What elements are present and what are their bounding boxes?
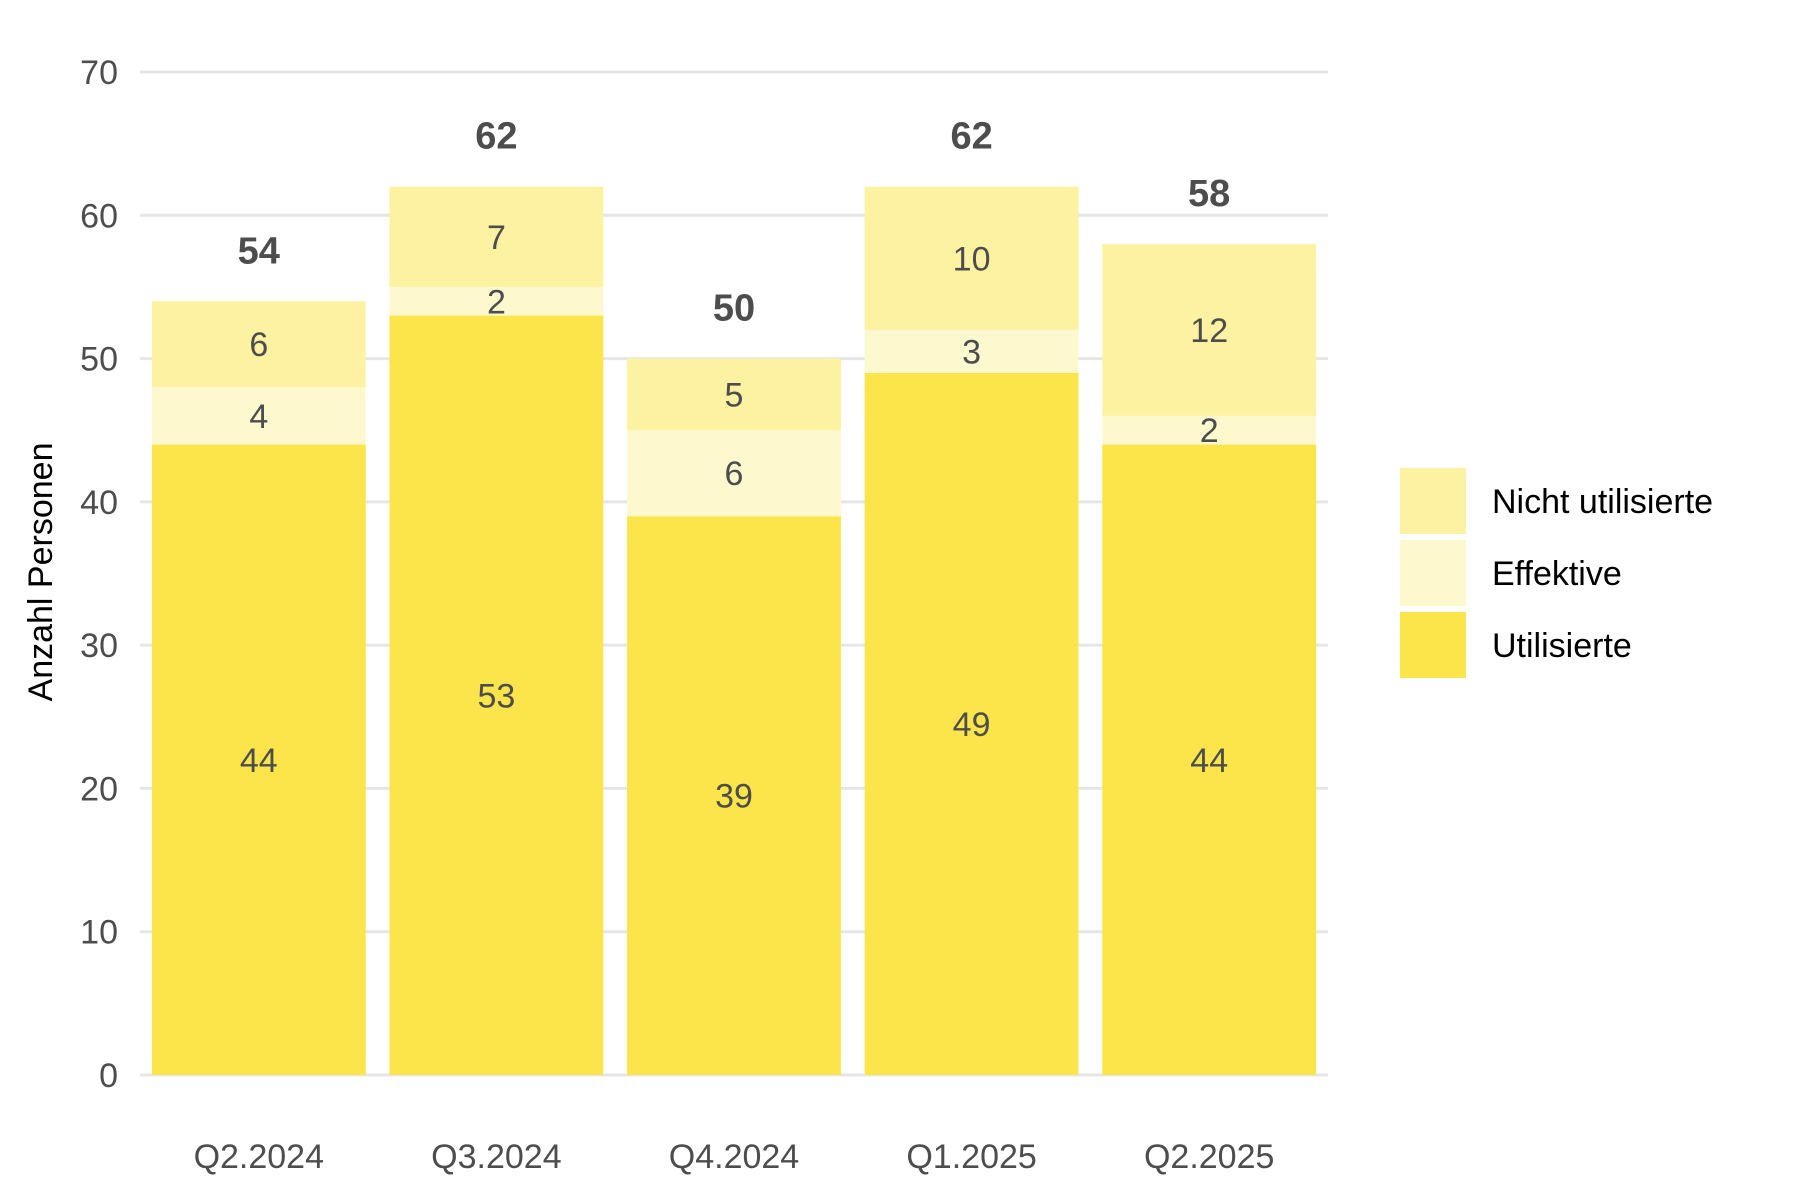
bar-segment-utilisierte bbox=[389, 315, 604, 1076]
bar-segment-nicht-utilisierte bbox=[389, 186, 604, 287]
bar-segment-effektive bbox=[627, 430, 841, 517]
y-axis-title: Anzahl Personen bbox=[22, 443, 60, 702]
y-tick-label: 50 bbox=[80, 341, 118, 379]
x-tick-label: Q1.2025 bbox=[906, 1138, 1036, 1176]
x-tick-label: Q4.2024 bbox=[669, 1138, 799, 1176]
x-tick-label: Q2.2024 bbox=[194, 1138, 324, 1176]
segment-value-label: 6 bbox=[725, 455, 744, 493]
y-tick-label: 60 bbox=[80, 197, 118, 235]
segment-value-label: 39 bbox=[715, 778, 753, 816]
bar-segment-nicht-utilisierte bbox=[1102, 243, 1317, 416]
bar-segment-nicht-utilisierte bbox=[864, 186, 1079, 330]
segment-value-label: 2 bbox=[1200, 412, 1219, 450]
segment-value-label: 44 bbox=[1190, 742, 1228, 780]
bar-segment-utilisierte bbox=[1102, 444, 1317, 1075]
bar-total-label: 62 bbox=[950, 116, 992, 158]
x-tick-label: Q2.2025 bbox=[1144, 1138, 1274, 1176]
segment-value-label: 2 bbox=[487, 283, 506, 321]
segment-value-label: 3 bbox=[962, 333, 981, 371]
bar-segment-utilisierte bbox=[151, 444, 366, 1075]
legend-label: Utilisierte bbox=[1492, 627, 1632, 665]
legend-swatch bbox=[1400, 540, 1466, 606]
legend-swatch bbox=[1400, 612, 1466, 678]
bar-segment-nicht-utilisierte bbox=[627, 358, 841, 431]
bar-segment-utilisierte bbox=[864, 372, 1079, 1075]
bar-segment-effektive bbox=[864, 329, 1079, 373]
y-tick-label: 10 bbox=[80, 914, 118, 952]
legend-label: Effektive bbox=[1492, 555, 1622, 593]
bar-total-label: 50 bbox=[713, 288, 755, 330]
segment-value-label: 12 bbox=[1190, 312, 1228, 350]
segment-value-label: 7 bbox=[487, 219, 506, 257]
bar-total-label: 58 bbox=[1188, 173, 1230, 215]
bar-total-label: 54 bbox=[238, 230, 280, 272]
legend-label: Nicht utilisierte bbox=[1492, 483, 1713, 521]
y-axis-ticks: 0 10 20 30 40 50 60 70 bbox=[80, 54, 118, 1095]
segment-value-label: 5 bbox=[725, 376, 744, 414]
y-tick-label: 0 bbox=[99, 1057, 118, 1095]
segment-value-label: 10 bbox=[953, 240, 991, 278]
bar-segment-effektive bbox=[1102, 415, 1317, 445]
bar-segment-effektive bbox=[151, 387, 366, 445]
segment-value-label: 53 bbox=[477, 677, 515, 715]
segment-value-label: 44 bbox=[240, 742, 278, 780]
x-axis-ticks: Q2.2024 Q3.2024 Q4.2024 Q1.2025 Q2.2025 bbox=[194, 1138, 1275, 1176]
y-tick-label: 40 bbox=[80, 484, 118, 522]
segment-value-label: 49 bbox=[953, 706, 991, 744]
legend-swatch bbox=[1400, 468, 1466, 534]
bars bbox=[151, 186, 1317, 1076]
legend: Nicht utilisierte Effektive Utilisierte bbox=[1400, 468, 1713, 678]
bar-segment-utilisierte bbox=[627, 516, 841, 1075]
x-tick-label: Q3.2024 bbox=[431, 1138, 561, 1176]
bar-total-label: 62 bbox=[475, 116, 517, 158]
segment-value-label: 4 bbox=[249, 398, 268, 436]
y-tick-label: 20 bbox=[80, 770, 118, 808]
bar-segment-effektive bbox=[389, 286, 604, 316]
bar-segment-nicht-utilisierte bbox=[151, 301, 366, 388]
y-tick-label: 70 bbox=[80, 54, 118, 92]
segment-value-label: 6 bbox=[249, 326, 268, 364]
y-tick-label: 30 bbox=[80, 627, 118, 665]
